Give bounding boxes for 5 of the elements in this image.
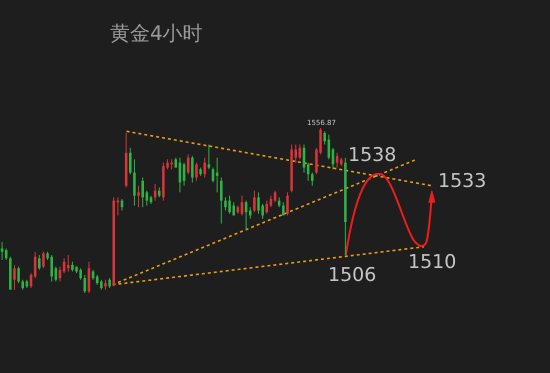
annotation: 1506 (328, 264, 376, 286)
chart-title: 黄金4小时 (110, 21, 203, 46)
text: 1538 (348, 144, 396, 166)
text: 1533 (438, 170, 486, 192)
text: 1510 (408, 251, 456, 273)
